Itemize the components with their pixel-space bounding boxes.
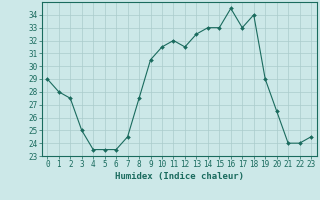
X-axis label: Humidex (Indice chaleur): Humidex (Indice chaleur) bbox=[115, 172, 244, 181]
